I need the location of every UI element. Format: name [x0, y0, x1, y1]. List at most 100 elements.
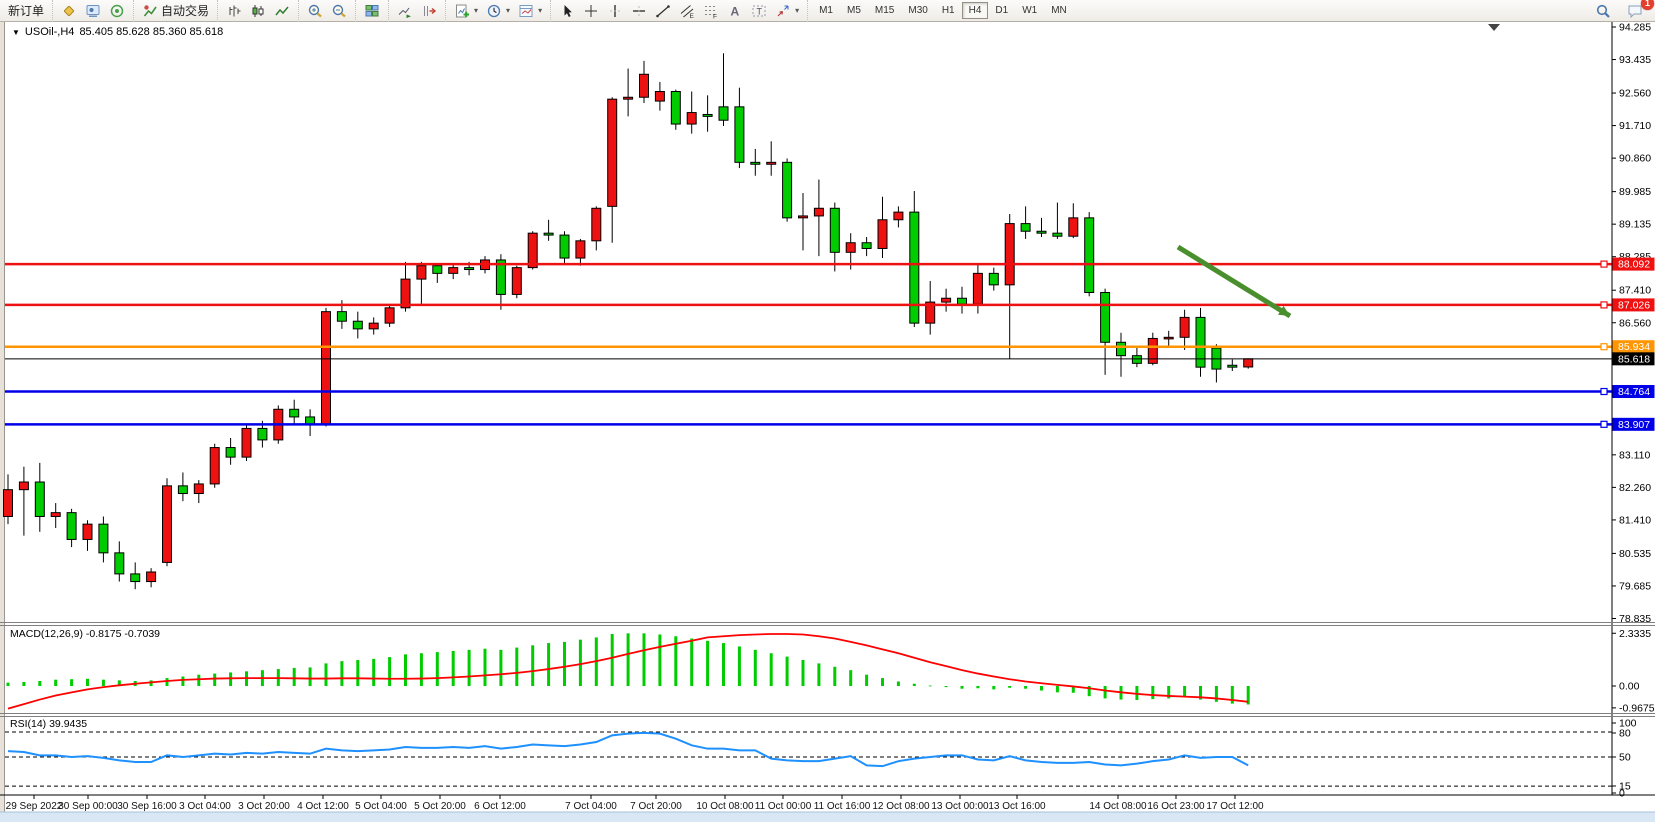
- tile-windows-icon: [364, 3, 380, 19]
- svg-text:86.560: 86.560: [1619, 317, 1651, 329]
- svg-text:13 Oct 00:00: 13 Oct 00:00: [931, 801, 989, 812]
- fibo-tool-button[interactable]: F: [699, 2, 723, 20]
- auto-scroll-button[interactable]: [393, 2, 417, 20]
- macd-indicator-label: MACD(12,26,9) -0.8175 -0.7039: [10, 628, 160, 640]
- timeframe-d1-button[interactable]: D1: [995, 5, 1009, 16]
- svg-text:78.835: 78.835: [1619, 613, 1651, 625]
- pane-splitter[interactable]: [0, 622, 1655, 623]
- new-chart-button[interactable]: ▾: [450, 2, 482, 20]
- vline-icon: [607, 3, 623, 19]
- timeframes-group: M1 M5 M15 M30 H1 H4 D1 W1 MN: [807, 0, 1078, 22]
- candle: [1068, 217, 1079, 237]
- line-chart-icon: [274, 3, 290, 19]
- zoom-in-icon: [307, 3, 323, 19]
- candle: [1147, 337, 1158, 364]
- dropdown-caret-icon[interactable]: ▾: [795, 6, 800, 15]
- chart-shift-marker[interactable]: [1488, 24, 1500, 31]
- timeframe-m30-button[interactable]: M30: [908, 5, 928, 16]
- svg-text:29 Sep 2022: 29 Sep 2022: [6, 801, 63, 812]
- candle: [34, 481, 45, 517]
- autotrading-button[interactable]: 自动交易: [138, 1, 213, 20]
- timeframe-m15-button[interactable]: M15: [874, 5, 895, 16]
- cursor-tool-button[interactable]: [555, 2, 579, 20]
- candle: [241, 427, 252, 458]
- signal-button[interactable]: [105, 2, 129, 20]
- trend-arrow-annotation[interactable]: [1176, 244, 1292, 319]
- dropdown-caret-icon[interactable]: ▾: [474, 6, 479, 15]
- svg-text:F: F: [713, 13, 717, 19]
- svg-text:100: 100: [1619, 718, 1637, 730]
- notifications-button[interactable]: 1: [1623, 0, 1654, 20]
- svg-text:87.410: 87.410: [1619, 285, 1651, 297]
- vline-tool-button[interactable]: [603, 2, 627, 20]
- tile-windows-button[interactable]: [360, 2, 384, 20]
- trendline-tool-button[interactable]: [651, 2, 675, 20]
- candle: [957, 297, 967, 305]
- terminal-button[interactable]: [81, 2, 105, 20]
- timeframe-mn-button[interactable]: MN: [1051, 5, 1067, 16]
- period-clock-button[interactable]: ▾: [482, 2, 514, 20]
- search-icon: [1595, 3, 1611, 19]
- candle: [591, 207, 602, 242]
- crosshair-icon: [583, 3, 599, 19]
- bar-chart-button[interactable]: [222, 2, 246, 20]
- svg-text:81.410: 81.410: [1619, 514, 1651, 526]
- timeframe-m5-button[interactable]: M5: [847, 5, 861, 16]
- chart-shift-button[interactable]: [417, 2, 441, 20]
- svg-text:89.135: 89.135: [1619, 219, 1651, 231]
- candle-chart-button[interactable]: [246, 2, 270, 20]
- zoom-out-button[interactable]: [327, 2, 351, 20]
- new-order-button[interactable]: 新订单: [4, 1, 48, 20]
- svg-text:88.092: 88.092: [1618, 259, 1650, 271]
- candle: [162, 485, 172, 563]
- line-chart-button[interactable]: [270, 2, 294, 20]
- label-tool-button[interactable]: T: [747, 2, 771, 20]
- order-ticket-button[interactable]: [57, 2, 81, 20]
- hline-tool-button[interactable]: [627, 2, 651, 20]
- channel-tool-button[interactable]: E: [675, 2, 699, 20]
- timeframe-h4-button[interactable]: H4: [961, 2, 989, 19]
- timeframe-w1-button[interactable]: W1: [1022, 5, 1038, 16]
- line-handle[interactable]: [1600, 301, 1608, 309]
- timeframe-m1-button[interactable]: M1: [819, 5, 833, 16]
- svg-text:3 Oct 04:00: 3 Oct 04:00: [179, 801, 231, 812]
- line-handle[interactable]: [1600, 343, 1608, 351]
- candle: [798, 215, 808, 219]
- candle: [18, 481, 29, 491]
- svg-text:30 Sep 00:00: 30 Sep 00:00: [58, 801, 118, 812]
- candle: [336, 311, 347, 322]
- cursor-icon: [559, 3, 575, 19]
- price-label-87.026: [1612, 298, 1655, 312]
- price-label-88.092: [1612, 257, 1655, 271]
- candle: [1020, 223, 1031, 232]
- candle: [925, 301, 936, 324]
- candle: [972, 272, 983, 305]
- chart-ohlc: 85.405 85.628 85.360 85.618: [79, 26, 224, 38]
- pane-splitter[interactable]: [0, 713, 1655, 714]
- text-tool-button[interactable]: A: [723, 2, 747, 20]
- svg-text:85.618: 85.618: [1618, 353, 1650, 365]
- timeframe-h1-button[interactable]: H1: [941, 5, 955, 16]
- zoom-in-button[interactable]: [303, 2, 327, 20]
- shapes-tool-button[interactable]: ▾: [771, 2, 803, 20]
- zoom-out-icon: [331, 3, 347, 19]
- chart-canvas[interactable]: 94.285 93.435 92.560 91.710 90.860 89.985 89.1…: [0, 22, 1655, 822]
- candle: [1131, 355, 1142, 364]
- svg-text:83.907: 83.907: [1618, 419, 1650, 431]
- fibo-icon: F: [703, 3, 719, 19]
- candle: [1243, 358, 1254, 368]
- crosshair-tool-button[interactable]: [579, 2, 603, 20]
- terminal-icons-group: [52, 0, 133, 22]
- candle: [1179, 316, 1190, 338]
- symbol-dropdown-icon[interactable]: ▼: [12, 27, 20, 37]
- autotrading-label: 自动交易: [161, 4, 210, 18]
- dropdown-caret-icon[interactable]: ▾: [506, 6, 511, 15]
- dropdown-caret-icon[interactable]: ▾: [538, 6, 543, 15]
- line-handle[interactable]: [1600, 420, 1608, 428]
- line-handle[interactable]: [1600, 387, 1608, 396]
- search-button[interactable]: [1591, 2, 1615, 20]
- line-handle[interactable]: [1600, 260, 1608, 268]
- svg-text:A: A: [731, 4, 740, 18]
- template-button[interactable]: ▾: [514, 2, 546, 20]
